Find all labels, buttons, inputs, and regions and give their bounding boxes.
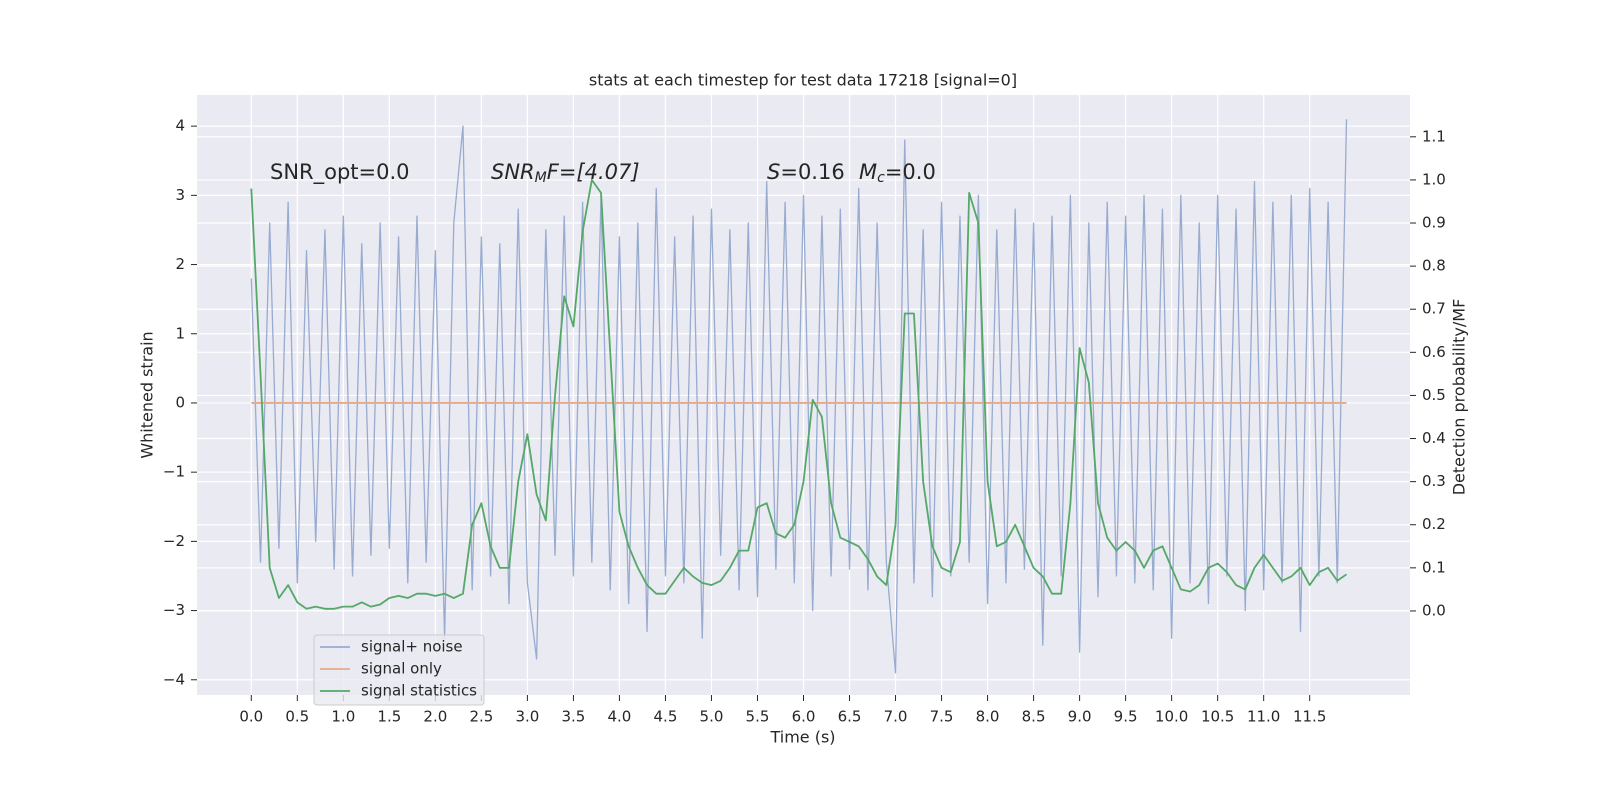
y-tick-label: 4 — [175, 117, 185, 135]
annotation-part: c — [877, 170, 885, 186]
annotation-part: S — [767, 160, 780, 184]
y-tick-label: −2 — [163, 532, 185, 550]
y2-tick-label: 0.7 — [1422, 300, 1446, 318]
y-tick-label: −1 — [163, 463, 185, 481]
annotation: Mc=0.0 — [859, 160, 936, 186]
x-tick-label: 0.5 — [285, 708, 309, 726]
y2-tick-label: 0.1 — [1422, 558, 1446, 576]
y2-tick-label: 0.5 — [1422, 386, 1446, 404]
y2-tick-label: 0.2 — [1422, 515, 1446, 533]
marks — [250, 119, 1348, 674]
y2-tick-label: 1.1 — [1422, 127, 1446, 145]
line-series — [250, 179, 1348, 610]
x-tick-label: 2.0 — [423, 708, 447, 726]
x-tick-label: 2.5 — [469, 708, 493, 726]
annotation-part: =0.0 — [885, 160, 936, 184]
y2-tick-label: 0.8 — [1422, 257, 1446, 275]
legend-label: signal statistics — [361, 682, 477, 700]
x-tick-label: 7.0 — [884, 708, 908, 726]
annotation: SNR_opt=0.0 — [270, 160, 410, 185]
annotation-part: F=[4.07] — [547, 160, 640, 184]
y-tick-label: 2 — [175, 255, 185, 273]
x-tick-label: 10.5 — [1201, 708, 1234, 726]
legend-frame — [313, 634, 485, 706]
annotation-part: M — [535, 170, 547, 186]
y2-tick-label: 0.9 — [1422, 214, 1446, 232]
x-axis-label: Time (s) — [769, 728, 835, 747]
x-tick-label: 4.0 — [608, 708, 632, 726]
y2-tick-label: 0.4 — [1422, 429, 1446, 447]
annotation-part: SNR — [491, 160, 535, 184]
x-tick-label: 3.0 — [515, 708, 539, 726]
chart-title: stats at each timestep for test data 172… — [589, 71, 1017, 90]
x-tick-label: 6.5 — [838, 708, 862, 726]
x-tick-label: 0.0 — [239, 708, 263, 726]
x-tick-label: 10.0 — [1155, 708, 1188, 726]
y2-tick-label: 0.0 — [1422, 601, 1446, 619]
x-tick-label: 9.5 — [1114, 708, 1138, 726]
x-tick-label: 3.5 — [561, 708, 585, 726]
annotation-part: M — [859, 160, 877, 184]
annotation: SNRMF=[4.07] — [491, 160, 640, 186]
annotation: S=0.16 — [767, 160, 845, 184]
y2-tick-label: 0.3 — [1422, 472, 1446, 490]
x-tick-label: 11.0 — [1247, 708, 1280, 726]
x-tick-label: 9.0 — [1068, 708, 1092, 726]
x-tick-label: 1.0 — [331, 708, 355, 726]
x-tick-label: 5.5 — [746, 708, 770, 726]
x-tick-label: 4.5 — [654, 708, 678, 726]
x-tick-label: 8.5 — [1022, 708, 1046, 726]
annotation-part: SNR_opt=0.0 — [270, 160, 410, 185]
labels: 0.0 0.5 1.0 1.5 2.0 2.5 3.0 3.5 4.0 4.5 5.0 5.5 6.0 6… — [163, 117, 1446, 726]
y-tick-label: −3 — [163, 601, 185, 619]
y2-tick-label: 0.6 — [1422, 343, 1446, 361]
x-tick-label: 7.5 — [930, 708, 954, 726]
x-tick-label: 5.0 — [700, 708, 724, 726]
y2-axis-label: Detection probability/MF — [1450, 299, 1469, 496]
line-series — [250, 119, 1348, 674]
y-tick-label: 3 — [175, 186, 185, 204]
y2-tick-label: 1.0 — [1422, 170, 1446, 188]
y-axis-label: Whitened strain — [138, 331, 157, 458]
y-tick-label: 1 — [175, 324, 185, 342]
x-tick-label: 11.5 — [1293, 708, 1326, 726]
annotation-part: =0.16 — [780, 160, 844, 184]
y-tick-label: −4 — [163, 670, 185, 688]
y-tick-label: 0 — [175, 393, 185, 411]
x-tick-label: 6.0 — [792, 708, 816, 726]
legend: signal+ noise signal only signal statistic… — [313, 634, 485, 706]
x-tick-label: 8.0 — [976, 708, 1000, 726]
x-tick-label: 1.5 — [377, 708, 401, 726]
legend-label: signal only — [361, 660, 442, 678]
legend-label: signal+ noise — [361, 638, 463, 656]
